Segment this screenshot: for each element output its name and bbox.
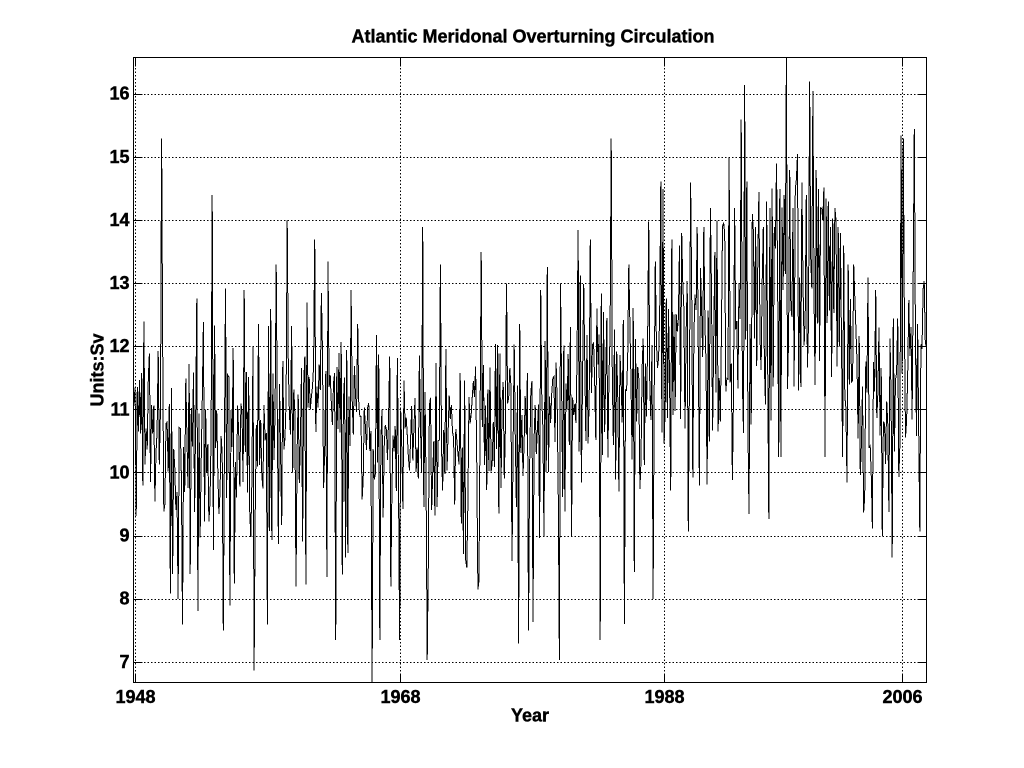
svg-text:11: 11 — [110, 399, 129, 419]
svg-text:1948: 1948 — [115, 687, 155, 707]
svg-text:9: 9 — [119, 526, 129, 546]
svg-text:Units:Sv: Units:Sv — [88, 333, 108, 406]
svg-text:14: 14 — [109, 210, 129, 230]
svg-text:8: 8 — [119, 589, 129, 609]
svg-text:1968: 1968 — [380, 687, 420, 707]
svg-text:7: 7 — [119, 652, 129, 672]
svg-text:10: 10 — [109, 462, 129, 482]
svg-text:15: 15 — [109, 147, 129, 167]
svg-text:1988: 1988 — [644, 687, 684, 707]
svg-text:2006: 2006 — [882, 687, 922, 707]
svg-text:12: 12 — [109, 336, 129, 356]
svg-text:Year: Year — [511, 706, 549, 726]
svg-text:Atlantic Meridonal Overturning: Atlantic Meridonal Overturning Circulati… — [351, 27, 714, 47]
svg-text:13: 13 — [109, 273, 129, 293]
svg-text:16: 16 — [109, 84, 129, 104]
